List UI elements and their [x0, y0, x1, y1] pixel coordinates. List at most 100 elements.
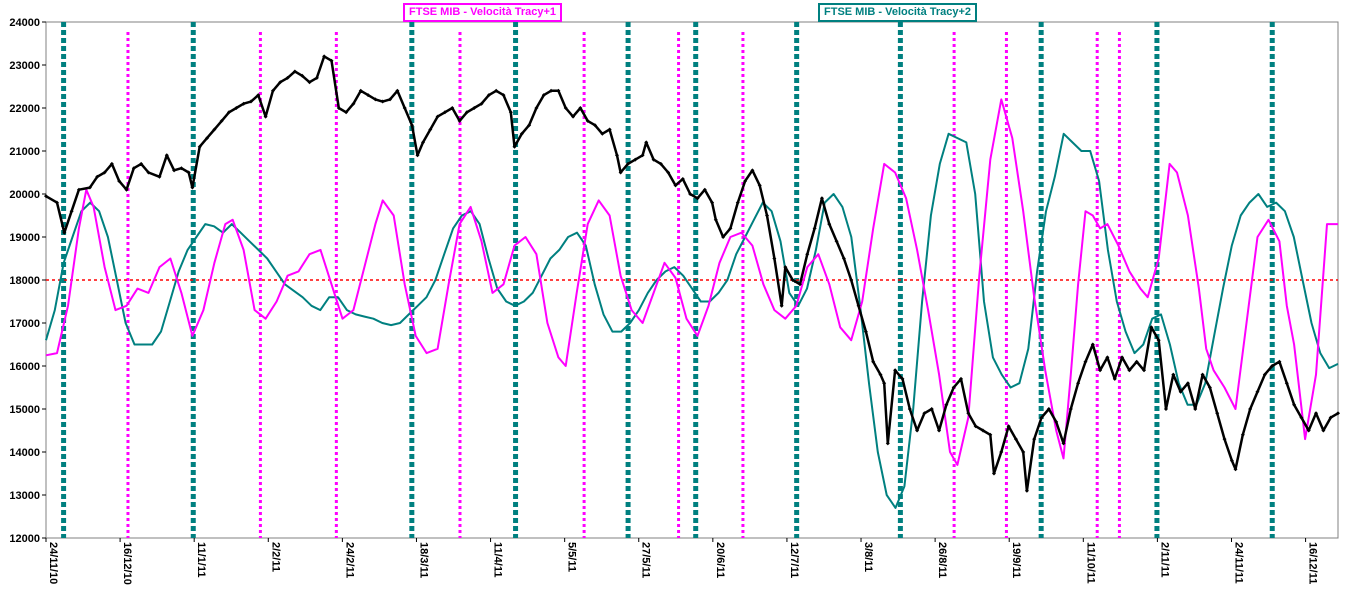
x-tick-label: 2/11/11 [1158, 542, 1170, 578]
series-point [234, 106, 239, 110]
series-point [944, 402, 949, 407]
series-point [263, 114, 268, 119]
series-point [1193, 407, 1198, 411]
series-point [1076, 381, 1081, 386]
series-point [109, 161, 114, 166]
series-point [849, 278, 854, 282]
series-point [625, 161, 630, 166]
series-point [871, 359, 876, 364]
series-point [329, 58, 334, 63]
series-point [95, 174, 100, 179]
series-point [527, 123, 532, 128]
series-point [1105, 355, 1110, 360]
series-point [270, 88, 275, 93]
x-tick-label: 20/6/11 [714, 542, 726, 578]
series-point [841, 256, 846, 261]
series-point [1328, 415, 1333, 420]
series-point [1006, 424, 1011, 429]
y-tick-label: 16000 [9, 361, 40, 373]
series-point [472, 106, 477, 110]
series-point [713, 217, 718, 222]
series-point [336, 106, 341, 110]
series-point [508, 110, 513, 115]
series-point [435, 114, 440, 119]
series-point [358, 88, 363, 93]
series-point [1149, 325, 1154, 330]
series-point [373, 97, 378, 102]
x-tick-label: 24/2/11 [343, 542, 355, 578]
series-point [285, 75, 290, 80]
x-tick-label: 27/5/11 [640, 542, 652, 578]
series-point [179, 166, 184, 171]
series-point [1068, 407, 1073, 411]
series-point [62, 230, 67, 235]
series-point [541, 93, 546, 98]
series-point [644, 140, 649, 145]
series-point [1032, 437, 1037, 442]
series-point [457, 118, 462, 123]
series-point [1215, 411, 1220, 416]
series-point [410, 123, 415, 128]
series-point [640, 153, 645, 158]
series-point [479, 101, 484, 106]
series-point [666, 170, 671, 175]
series-point [614, 153, 619, 158]
series-point [1178, 389, 1183, 394]
x-tick-label: 16/12/10 [121, 542, 133, 585]
series-point [618, 170, 623, 175]
series-point [812, 226, 817, 231]
legend-entry-tracy2: FTSE MIB - Velocità Tracy+2 [818, 3, 978, 22]
x-tick-label: 18/3/11 [417, 542, 429, 578]
series-point [300, 73, 305, 78]
series-point [351, 101, 356, 106]
series-point [915, 428, 920, 433]
series-point [44, 194, 48, 199]
series-point [1255, 389, 1260, 394]
series-point [1134, 359, 1139, 364]
series-point [797, 282, 802, 287]
series-point [772, 256, 777, 261]
y-tick-label: 22000 [9, 103, 40, 115]
series-point [702, 187, 707, 192]
series-point [695, 196, 700, 201]
series-point [1262, 372, 1267, 377]
series-point [1277, 359, 1282, 364]
series-point [680, 176, 685, 181]
series-point [885, 441, 890, 446]
series-point [464, 110, 469, 115]
series-point [314, 75, 319, 80]
series-point [1185, 381, 1190, 386]
series-point [54, 200, 59, 205]
series-point [212, 127, 217, 132]
series-point [834, 239, 839, 244]
series-point [1200, 372, 1205, 377]
series-point [959, 376, 964, 381]
y-tick-label: 19000 [9, 232, 40, 244]
series-point [164, 153, 169, 158]
series-point [146, 170, 151, 175]
series-point [322, 54, 327, 59]
series-point [929, 407, 934, 411]
y-tick-label: 23000 [9, 60, 40, 72]
series-point [241, 101, 246, 106]
series-line-0 [45, 55, 1339, 492]
y-tick-label: 24000 [9, 17, 40, 29]
series-point [1207, 385, 1212, 390]
series-point [900, 376, 905, 381]
x-tick-label: 16/12/11 [1307, 542, 1319, 584]
series-point [486, 93, 491, 98]
series-point [578, 106, 583, 110]
series-line-2 [45, 132, 1339, 509]
series-point [991, 471, 996, 476]
series-point [988, 432, 993, 437]
y-tick-label: 20000 [9, 189, 40, 201]
series-point [757, 183, 762, 188]
series-point [292, 69, 297, 74]
series-point [966, 411, 971, 416]
y-tick-label: 17000 [9, 318, 40, 330]
series-point [139, 161, 144, 166]
series-point [420, 140, 425, 145]
series-point [1270, 364, 1275, 368]
y-axis-ticks: 12000 13000 14000 15000 16000 17000 18000 19000… [9, 17, 46, 545]
series-point [688, 192, 693, 196]
